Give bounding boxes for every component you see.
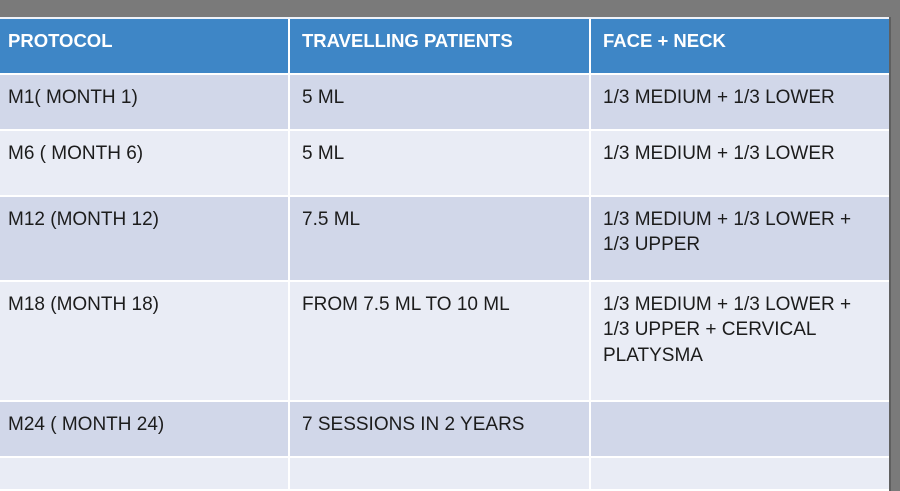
column-header-travelling-patients: TRAVELLING PATIENTS — [290, 19, 591, 75]
cell-travelling-patients: 7 SESSIONS IN 2 YEARS — [290, 402, 591, 458]
cell-protocol — [0, 458, 290, 491]
cell-face-neck: 1/3 MEDIUM + 1/3 LOWER — [591, 75, 889, 131]
table-row-m24: M24 ( MONTH 24) 7 SESSIONS IN 2 YEARS — [0, 402, 889, 458]
table-row-m18: M18 (MONTH 18) FROM 7.5 ML TO 10 ML 1/3 … — [0, 282, 889, 402]
cell-travelling-patients: FROM 7.5 ML TO 10 ML — [290, 282, 591, 402]
cell-face-neck — [591, 458, 889, 491]
cell-face-neck: 1/3 MEDIUM + 1/3 LOWER + 1/3 UPPER — [591, 197, 889, 282]
column-header-protocol: PROTOCOL — [0, 19, 290, 75]
cell-protocol: M24 ( MONTH 24) — [0, 402, 290, 458]
cell-protocol: M6 ( MONTH 6) — [0, 131, 290, 197]
table-row-m6: M6 ( MONTH 6) 5 ML 1/3 MEDIUM + 1/3 LOWE… — [0, 131, 889, 197]
cell-protocol: M18 (MONTH 18) — [0, 282, 290, 402]
table-header-row: PROTOCOL TRAVELLING PATIENTS FACE + NECK — [0, 19, 889, 75]
column-header-face-neck: FACE + NECK — [591, 19, 889, 75]
cell-face-neck: 1/3 MEDIUM + 1/3 LOWER + 1/3 UPPER + CER… — [591, 282, 889, 402]
cell-travelling-patients: 5 ML — [290, 75, 591, 131]
cell-protocol: M1( MONTH 1) — [0, 75, 290, 131]
cell-protocol: M12 (MONTH 12) — [0, 197, 290, 282]
protocol-table: PROTOCOL TRAVELLING PATIENTS FACE + NECK… — [0, 17, 889, 491]
table-row-m1: M1( MONTH 1) 5 ML 1/3 MEDIUM + 1/3 LOWER — [0, 75, 889, 131]
table-row-m12: M12 (MONTH 12) 7.5 ML 1/3 MEDIUM + 1/3 L… — [0, 197, 889, 282]
cell-travelling-patients: 5 ML — [290, 131, 591, 197]
cell-face-neck — [591, 402, 889, 458]
cell-travelling-patients: 7.5 ML — [290, 197, 591, 282]
cell-face-neck: 1/3 MEDIUM + 1/3 LOWER — [591, 131, 889, 197]
cell-travelling-patients — [290, 458, 591, 491]
protocol-table-container: PROTOCOL TRAVELLING PATIENTS FACE + NECK… — [0, 17, 891, 491]
table-row-empty — [0, 458, 889, 491]
